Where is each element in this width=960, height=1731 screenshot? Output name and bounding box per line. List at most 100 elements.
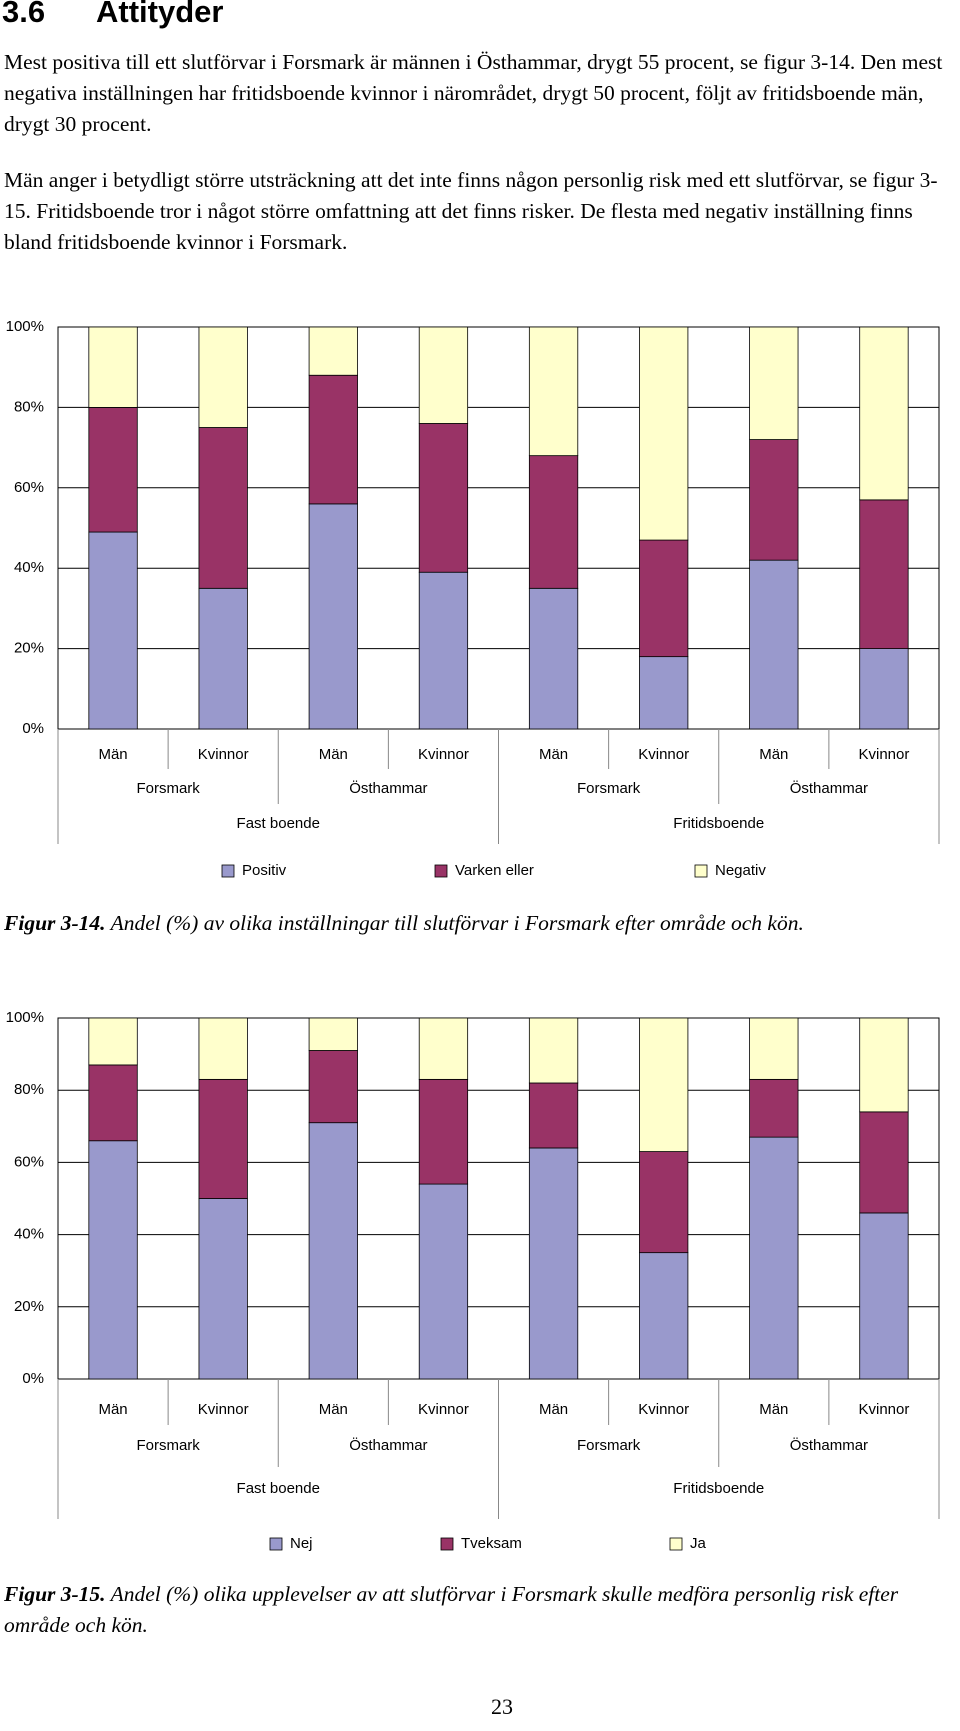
bar-segment [418,1078,469,1185]
bar-segment [308,326,358,376]
figure-caption: Figur 3-14. Andel (%) av olika inställni… [4,908,959,939]
bar-segment [528,326,579,457]
bar-segment [528,1082,579,1149]
bar-segment [88,326,138,408]
y-tick-label: 80% [14,398,44,415]
section-title: Attityder [96,0,224,29]
bar-segment [88,1140,138,1380]
x-tick-label: Kvinnor [418,1401,469,1418]
bar-segment [639,1151,689,1254]
bar-segment [308,1050,358,1124]
bar-segment [418,1017,469,1080]
x-tick-label: Kvinnor [198,1401,249,1418]
bar-segment [639,656,689,730]
group-label: Forsmark [577,1437,641,1454]
legend-label: Ja [690,1535,707,1552]
x-tick-label: Män [539,746,568,763]
bar-segment [859,648,909,730]
legend-label: Negativ [715,862,766,879]
y-tick-label: 100% [6,1009,44,1026]
y-tick-label: 20% [14,640,44,657]
x-tick-label: Män [539,1401,568,1418]
bar-segment [308,1017,358,1051]
bar-segment [88,1017,138,1066]
x-tick-label: Män [759,1401,788,1418]
caption-label: Figur 3-15. [4,1582,106,1606]
bar-segment [198,1078,248,1199]
bar-segment [198,587,248,730]
group-label: Östhammar [790,779,868,797]
section-heading: 3.6 Attityder [2,0,223,30]
bar-segment [859,1111,909,1214]
bar-segment [308,503,358,730]
chart: 0% 20% 40% 60% 80% 100% Män Kvinnor Män Kvinnor Mä… [6,1009,940,1552]
x-tick-label: Män [319,1401,348,1418]
bar-segment [859,1017,909,1113]
bar-segment [198,427,248,589]
bar-segment [418,571,469,730]
y-tick-label: 0% [22,720,44,737]
bar-segment [88,1064,138,1142]
x-tick-label: Män [98,1401,127,1418]
bar-segment [749,1017,799,1080]
bar-segment [308,374,358,505]
bar-segment [749,326,799,440]
y-tick-label: 40% [14,559,44,576]
bar-segment [528,587,579,730]
bar-segment [88,531,138,730]
figure-caption: Figur 3-15. Andel (%) olika upplevelser … [4,1579,959,1641]
group-label: Forsmark [136,1437,200,1454]
bar-segment [418,1183,469,1380]
group-label: Östhammar [349,779,427,797]
bar-segment [198,326,248,428]
x-tick-label: Män [319,746,348,763]
bar-segment [198,1017,248,1080]
bar-segment [418,423,469,573]
plot-frame [57,1017,940,1380]
chart: 0% 20% 40% 60% 80% 100% Män Kvinnor Män Kvinnor Mä… [6,318,940,879]
y-tick-label: 20% [14,1298,44,1315]
paragraph: Mest positiva till ett slutförvar i Fors… [4,50,943,136]
supergroup-label: Fast boende [237,1480,320,1497]
caption-label: Figur 3-14. [4,911,106,935]
x-tick-label: Män [759,746,788,763]
bar-segment [418,326,469,424]
legend-label: Varken eller [455,862,534,879]
legend-swatch [440,1537,454,1551]
y-tick-label: 80% [14,1081,44,1098]
y-tick-label: 60% [14,479,44,496]
plot-frame [57,326,940,730]
x-tick-label: Kvinnor [638,1401,689,1418]
group-label: Forsmark [577,780,641,797]
legend-swatch [669,1537,683,1551]
legend-label: Tveksam [461,1535,522,1552]
bar-segment [88,407,138,533]
caption-text: Andel (%) av olika inställningar till sl… [110,911,804,935]
legend-label: Positiv [242,862,287,879]
bar-segment [749,439,799,561]
y-tick-label: 100% [6,318,44,335]
x-tick-label: Kvinnor [638,746,689,763]
group-label: Östhammar [790,1436,868,1454]
legend-swatch [269,1537,283,1551]
x-tick-label: Kvinnor [859,746,910,763]
paragraph: Män anger i betydligt större utsträcknin… [4,168,938,254]
y-tick-label: 40% [14,1226,44,1243]
section-number: 3.6 [2,0,46,29]
page-number: 23 [491,1694,513,1719]
supergroup-label: Fritidsboende [673,1480,764,1497]
legend-swatch [221,864,235,878]
x-tick-label: Kvinnor [198,746,249,763]
bar-segment [749,559,799,730]
bar-segment [639,1017,689,1152]
bar-segment [198,1198,248,1380]
x-tick-label: Män [98,746,127,763]
bar-segment [859,326,909,501]
group-label: Östhammar [349,1436,427,1454]
bar-segment [639,1252,689,1380]
bar-segment [749,1078,799,1138]
x-tick-label: Kvinnor [418,746,469,763]
legend-label: Nej [290,1535,313,1552]
bar-segment [528,1147,579,1380]
